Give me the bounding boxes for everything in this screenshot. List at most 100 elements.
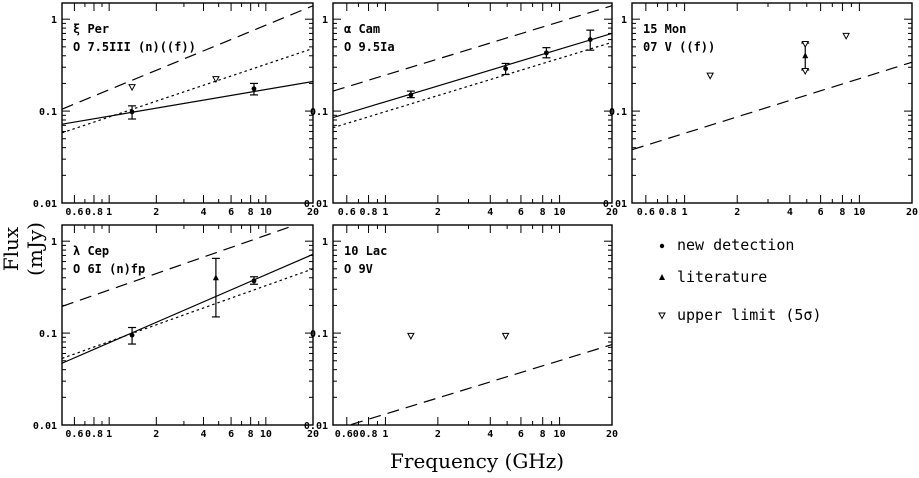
- y-tick-label: 0.01: [33, 199, 57, 210]
- legend-limit-marker: [658, 312, 666, 320]
- model-line-dashed: [333, 5, 612, 92]
- plot-frame: [332, 2, 613, 204]
- x-tick-label: 1: [682, 207, 688, 218]
- x-tick-label: 0.60: [335, 429, 359, 440]
- plot-frame: [61, 2, 314, 204]
- detection-marker: [129, 109, 135, 115]
- legend-label: new detection: [677, 236, 794, 254]
- legend-detection-marker: [659, 243, 665, 249]
- detection-marker: [251, 86, 257, 92]
- legend-label: literature: [677, 268, 767, 286]
- x-tick-label: 1: [106, 207, 112, 218]
- y-tick-label: 1: [322, 237, 328, 248]
- upper-limit-marker: [706, 72, 714, 80]
- x-tick-label: 20: [606, 429, 618, 440]
- detection-marker: [587, 37, 593, 42]
- model-lines: [632, 61, 912, 151]
- model-line-solid: [333, 32, 612, 119]
- x-tick-label: 0.6: [338, 207, 356, 218]
- x-tick-label: 1: [106, 429, 112, 440]
- plot-frame: [631, 2, 913, 204]
- x-tick-label: 8: [540, 207, 546, 218]
- panel-title: λ Cep: [73, 244, 109, 258]
- x-tick-label: 8: [540, 429, 546, 440]
- model-lines: [62, 5, 313, 134]
- x-tick-label: 20: [606, 207, 618, 218]
- legend-label: upper limit (5σ): [677, 306, 822, 324]
- x-tick-label: 0.8: [85, 207, 103, 218]
- model-lines: [347, 344, 612, 425]
- plot-frame: [332, 224, 613, 426]
- x-tick-label: 1: [382, 207, 388, 218]
- x-tick-label: 6: [228, 429, 234, 440]
- y-tick-label: 0.1: [39, 329, 57, 340]
- x-tick-label: 10: [260, 429, 272, 440]
- y-tick-label: 0.01: [33, 421, 57, 432]
- y-tick-label: 0.1: [310, 329, 328, 340]
- y-tick-label: 0.01: [304, 421, 328, 432]
- model-line-dotted: [62, 268, 313, 359]
- panel-title: α Cam: [344, 22, 380, 36]
- x-tick-label: 20: [906, 207, 918, 218]
- x-tick-label: 20: [307, 429, 319, 440]
- detection-marker: [503, 66, 509, 71]
- x-tick-label: 6: [228, 207, 234, 218]
- model-lines: [333, 5, 612, 129]
- x-tick-label: 4: [487, 207, 493, 218]
- x-axis-label: Frequency (GHz): [390, 449, 565, 473]
- upper-limit-marker: [501, 332, 510, 340]
- model-line-dashed: [62, 5, 313, 110]
- x-tick-label: 10: [853, 207, 865, 218]
- model-lines: [62, 225, 313, 364]
- y-tick-label: 1: [621, 15, 627, 26]
- model-line-solid: [62, 80, 313, 125]
- x-tick-label: 2: [435, 207, 441, 218]
- literature-marker: [212, 274, 219, 281]
- x-tick-label: 20: [307, 207, 319, 218]
- panel-subtitle: O 9.5Ia: [344, 40, 395, 54]
- x-tick-label: 4: [487, 429, 493, 440]
- y-tick-label: 0.1: [39, 107, 57, 118]
- y-axis-label: Flux (mJy): [0, 222, 47, 276]
- panel-subtitle: 07 V ((f)): [643, 40, 715, 54]
- x-tick-label: 2: [153, 429, 159, 440]
- y-tick-label: 0.1: [609, 107, 627, 118]
- x-tick-label: 2: [734, 207, 740, 218]
- model-line-dashed: [632, 61, 912, 151]
- x-tick-label: 10: [260, 207, 272, 218]
- x-tick-label: 0.6: [637, 207, 655, 218]
- x-tick-label: 2: [153, 207, 159, 218]
- upper-limit-marker: [842, 32, 850, 40]
- x-tick-label: 1: [382, 429, 388, 440]
- panel-title: ξ Per: [73, 22, 109, 36]
- x-tick-label: 0.8: [360, 207, 378, 218]
- upper-limit-marker: [212, 76, 220, 84]
- x-tick-label: 6: [518, 207, 524, 218]
- detection-marker: [543, 50, 549, 56]
- plot-frame: [61, 224, 314, 426]
- panel-subtitle: O 9V: [344, 262, 373, 276]
- x-tick-label: 8: [839, 207, 845, 218]
- model-line-dotted: [333, 41, 612, 129]
- y-tick-label: 1: [51, 237, 57, 248]
- x-tick-label: 0.8: [85, 429, 103, 440]
- x-tick-label: 6: [518, 429, 524, 440]
- detection-marker: [408, 92, 414, 98]
- x-tick-label: 0.8: [659, 207, 677, 218]
- y-tick-label: 1: [51, 15, 57, 26]
- x-tick-label: 0.8: [360, 429, 378, 440]
- x-tick-label: 4: [200, 207, 206, 218]
- model-line-dotted: [62, 47, 313, 134]
- model-line-solid: [62, 253, 313, 364]
- legend-literature-marker: [659, 274, 665, 280]
- panel-title: 15 Mon: [643, 22, 686, 36]
- model-line-dashed: [62, 225, 298, 308]
- x-tick-label: 4: [200, 429, 206, 440]
